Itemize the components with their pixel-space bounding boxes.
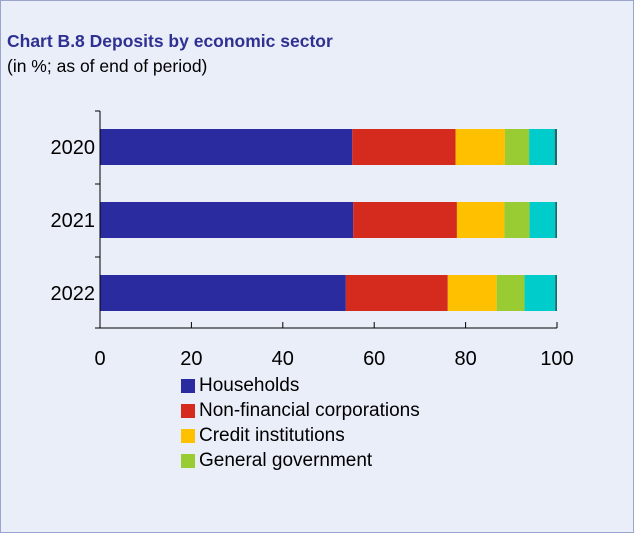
- legend-label: Credit institutions: [199, 424, 345, 446]
- y-tick-label-2022: 2022: [51, 283, 96, 305]
- legend-item: Credit institutions: [181, 423, 420, 448]
- bar-2022-series-3: [496, 275, 525, 311]
- legend: Households Non-financial corporations Cred…: [181, 373, 420, 473]
- bar-2020-series-4: [529, 129, 555, 165]
- bar-2021-series-5: [555, 202, 557, 238]
- x-tick-label-80: 80: [454, 348, 476, 370]
- x-tick-label-0: 0: [94, 348, 105, 370]
- bar-2021-series-4: [529, 202, 556, 238]
- legend-item: Households: [181, 373, 420, 398]
- legend-item: General government: [181, 448, 420, 473]
- bar-2020-series-2: [455, 129, 505, 165]
- bar-chart: 2020 2021 2022 0 20 40 60 80 100: [51, 110, 574, 370]
- x-tick-label-100: 100: [540, 348, 573, 370]
- x-tick-label-20: 20: [180, 348, 202, 370]
- x-tick-label-40: 40: [272, 348, 294, 370]
- bar-2021-series-1: [353, 202, 457, 238]
- bar-2020-series-0: [100, 129, 353, 165]
- legend-swatch: [181, 428, 195, 443]
- chart-subtitle: (in %; as of end of period): [7, 56, 208, 76]
- bar-2021-series-3: [504, 202, 530, 238]
- legend-label: Non-financial corporations: [199, 399, 420, 421]
- y-tick-label-2021: 2021: [51, 210, 96, 232]
- legend-swatch: [181, 453, 195, 468]
- bar-2021-series-0: [100, 202, 354, 238]
- bar-2020-series-3: [504, 129, 530, 165]
- bars-group: [100, 129, 557, 311]
- legend-label: General government: [199, 449, 373, 471]
- bar-2022-series-2: [447, 275, 497, 311]
- bar-2020-series-1: [352, 129, 456, 165]
- chart-title: Chart B.8 Deposits by economic sector: [7, 31, 333, 51]
- legend-label: Households: [199, 374, 300, 396]
- legend-swatch: [181, 403, 195, 418]
- legend-swatch: [181, 378, 195, 393]
- bar-2022-series-5: [555, 275, 557, 311]
- legend-item: Non-financial corporations: [181, 398, 420, 423]
- bar-2022-series-4: [524, 275, 556, 311]
- y-tick-label-2020: 2020: [51, 137, 96, 159]
- bar-2022-series-1: [345, 275, 448, 311]
- bar-2020-series-5: [554, 129, 557, 165]
- bar-2022-series-0: [100, 275, 346, 311]
- x-tick-label-60: 60: [363, 348, 385, 370]
- axes-group: 2020 2021 2022 0 20 40 60 80 100: [51, 110, 574, 370]
- bar-2021-series-2: [456, 202, 505, 238]
